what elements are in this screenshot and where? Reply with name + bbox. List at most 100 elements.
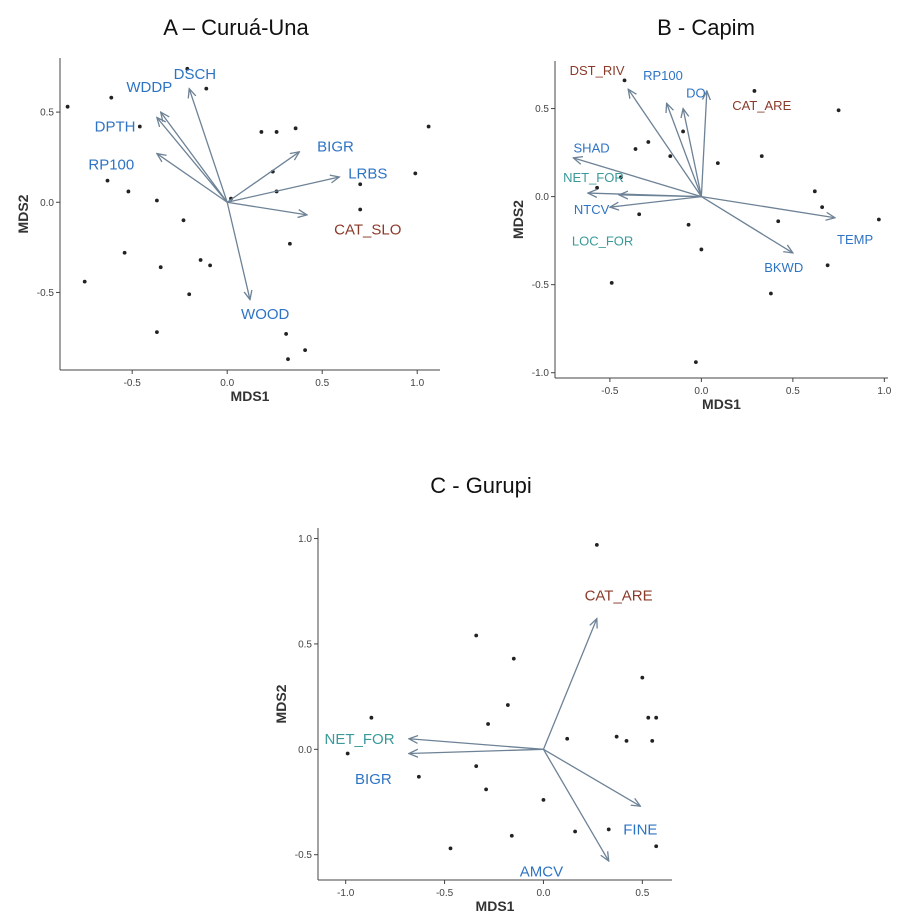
site-point bbox=[654, 715, 659, 720]
label-dpth: DPTH bbox=[95, 119, 136, 136]
x-tick-label: 0.5 bbox=[635, 888, 649, 899]
label-do: DO bbox=[686, 86, 706, 101]
arrow-net-for bbox=[409, 739, 544, 750]
site-point bbox=[82, 279, 87, 284]
arrow-wood bbox=[226, 202, 250, 299]
label-temp: TEMP bbox=[837, 232, 873, 247]
site-point bbox=[413, 171, 418, 176]
site-point bbox=[155, 198, 159, 203]
arrow-dpth bbox=[157, 118, 228, 203]
label-dst-riv: DST_RIV bbox=[570, 63, 625, 78]
site-point bbox=[650, 738, 655, 743]
site-point bbox=[204, 86, 209, 91]
site-point bbox=[681, 129, 685, 134]
label-net-for: NET_FOR bbox=[563, 170, 624, 185]
site-point bbox=[646, 140, 651, 144]
arrow-fine bbox=[543, 748, 640, 806]
label-wood: WOOD bbox=[241, 306, 289, 323]
site-point bbox=[448, 846, 453, 851]
x-axis-title: MDS1 bbox=[231, 388, 270, 404]
label-bigr: BIGR bbox=[355, 771, 392, 788]
arrow-temp bbox=[701, 195, 835, 218]
site-point bbox=[693, 360, 698, 365]
site-point bbox=[509, 833, 514, 838]
site-point bbox=[614, 734, 619, 739]
x-tick-label: 0.5 bbox=[786, 386, 800, 397]
arrow-lrbs bbox=[227, 177, 339, 203]
label-amcv: AMCV bbox=[520, 864, 563, 881]
site-point bbox=[198, 258, 203, 262]
label-bigr: BIGR bbox=[317, 138, 354, 155]
site-point bbox=[505, 703, 510, 707]
site-point bbox=[640, 675, 645, 680]
site-point bbox=[541, 798, 546, 802]
site-point bbox=[618, 175, 623, 180]
label-cat-are: CAT_ARE bbox=[585, 587, 653, 604]
panel-b: -0.5 0.0 0.5 1.0 0.5 0.0 -0.5 -1.0 MDS1 MDS2 DST_R… bbox=[510, 61, 892, 412]
site-point bbox=[820, 205, 825, 210]
site-point bbox=[769, 291, 773, 296]
x-tick-label: 0.0 bbox=[220, 378, 234, 389]
site-point bbox=[208, 263, 213, 268]
site-point bbox=[699, 247, 704, 252]
label-cat-are: CAT_ARE bbox=[732, 98, 791, 113]
site-point bbox=[752, 89, 757, 93]
site-point bbox=[158, 265, 163, 270]
label-cat-slo: CAT_SLO bbox=[334, 221, 401, 238]
label-lrbs: LRBS bbox=[348, 165, 387, 182]
y-axis-title: MDS2 bbox=[15, 194, 31, 233]
site-point bbox=[622, 78, 627, 83]
x-tick-label: 0.5 bbox=[315, 378, 329, 389]
arrow-cat-are bbox=[542, 619, 596, 750]
site-point bbox=[759, 154, 764, 159]
site-point bbox=[825, 263, 830, 268]
y-tick-label: 0.0 bbox=[298, 745, 312, 756]
arrow-bigr bbox=[226, 152, 299, 203]
site-point bbox=[668, 154, 673, 159]
arrow-dsch bbox=[189, 89, 228, 203]
site-point bbox=[812, 189, 817, 194]
site-point bbox=[565, 736, 570, 741]
label-ntcv: NTCV bbox=[574, 202, 610, 217]
label-loc-for: LOC_FOR bbox=[572, 234, 633, 249]
arrow-do bbox=[683, 109, 703, 197]
site-point bbox=[474, 633, 479, 638]
arrow-rp100 bbox=[667, 103, 702, 197]
panel-c-title: C - Gurupi bbox=[430, 473, 531, 498]
site-point bbox=[646, 715, 651, 720]
x-axis-title: MDS1 bbox=[476, 898, 515, 914]
site-point bbox=[876, 217, 881, 222]
label-rp100: RP100 bbox=[88, 156, 134, 173]
site-point bbox=[511, 656, 516, 661]
arrow-cat-slo bbox=[227, 201, 307, 215]
site-point bbox=[288, 241, 292, 246]
site-point bbox=[293, 126, 298, 131]
site-point bbox=[606, 827, 611, 832]
site-point bbox=[137, 124, 142, 129]
site-point bbox=[122, 250, 127, 255]
y-tick-label: 0.5 bbox=[535, 104, 549, 115]
label-bkwd: BKWD bbox=[764, 260, 803, 275]
site-point bbox=[474, 764, 479, 769]
y-tick-label: 0.5 bbox=[298, 639, 312, 650]
site-point bbox=[105, 178, 110, 183]
y-tick-label: -0.5 bbox=[532, 280, 550, 291]
site-point bbox=[274, 130, 279, 134]
y-tick-label: 0.5 bbox=[40, 108, 54, 119]
x-tick-label: 1.0 bbox=[410, 378, 424, 389]
site-point bbox=[259, 130, 264, 134]
y-tick-label: -1.0 bbox=[532, 368, 550, 379]
site-point bbox=[595, 185, 599, 190]
arrow-bkwd bbox=[701, 196, 792, 253]
site-point bbox=[594, 542, 599, 547]
label-net-for: NET_FOR bbox=[325, 731, 395, 748]
y-tick-label: -0.5 bbox=[37, 288, 55, 299]
site-point bbox=[369, 715, 374, 720]
site-point bbox=[126, 189, 131, 194]
site-point bbox=[345, 751, 350, 756]
y-axis-title: MDS2 bbox=[273, 684, 289, 723]
x-tick-label: 0.0 bbox=[536, 888, 550, 899]
site-point bbox=[187, 292, 192, 297]
